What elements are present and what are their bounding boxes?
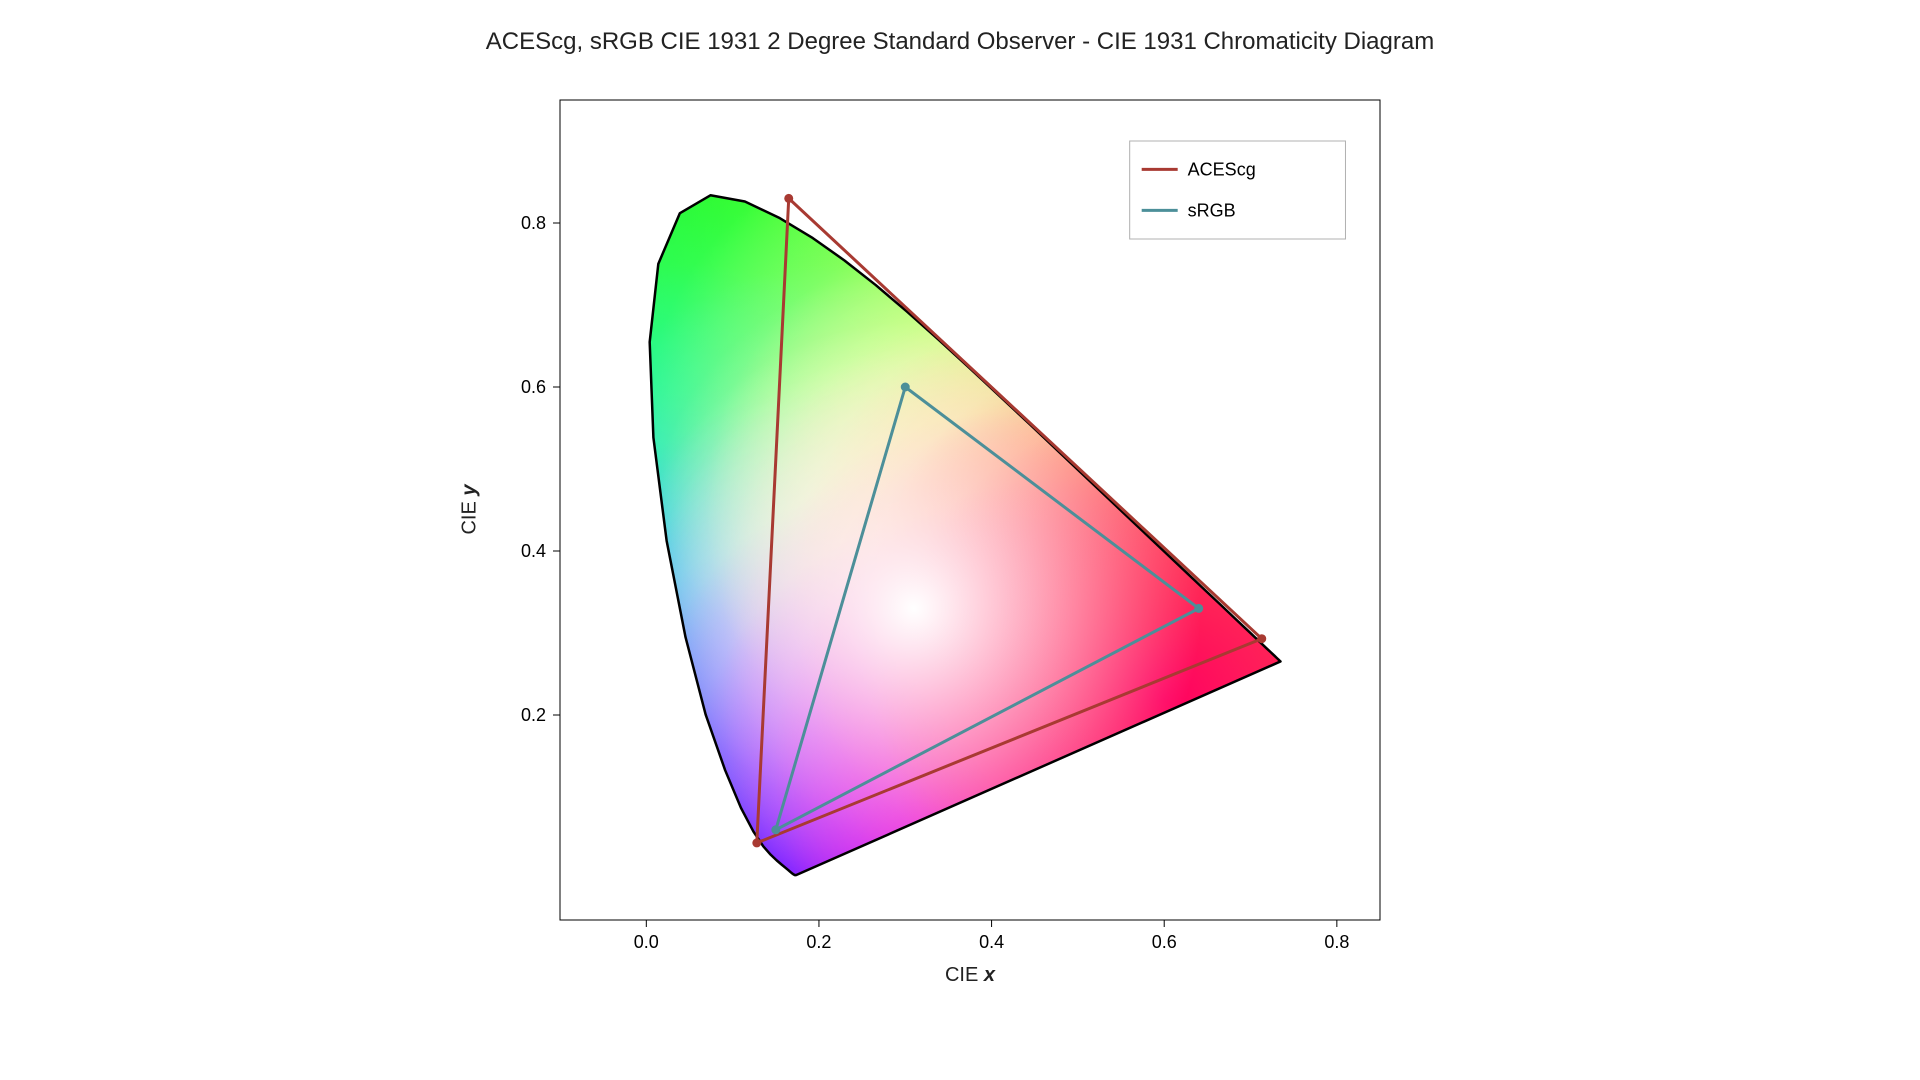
y-axis-label: CIE y [459, 450, 482, 570]
x-tick-label: 0.6 [1152, 932, 1177, 952]
chart-title: ACEScg, sRGB CIE 1931 2 Degree Standard … [0, 28, 1920, 56]
gamut-vertex [785, 194, 793, 202]
x-tick-label: 0.8 [1324, 932, 1349, 952]
x-axis-label: CIE x [560, 964, 1380, 987]
gamut-vertex [753, 839, 761, 847]
legend-label: sRGB [1188, 200, 1236, 220]
x-tick-label: 0.4 [979, 932, 1004, 952]
y-tick-label: 0.4 [521, 541, 546, 561]
gamut-vertex [901, 383, 909, 391]
legend-label: ACEScg [1188, 159, 1256, 179]
chart-container: ACEScg, sRGB CIE 1931 2 Degree Standard … [0, 0, 1920, 1080]
gamut-vertex [772, 826, 780, 834]
chromaticity-plot: 0.0 0.2 0.4 0.6 0.8 0.2 0.4 0.6 0.8 ACEScg sRGB [480, 80, 1400, 990]
y-tick-label: 0.2 [521, 705, 546, 725]
gamut-vertex [1195, 604, 1203, 612]
gamut-vertex [1258, 635, 1266, 643]
y-tick-label: 0.8 [521, 213, 546, 233]
y-tick-label: 0.6 [521, 377, 546, 397]
x-tick-label: 0.2 [806, 932, 831, 952]
plot-wrapper: 0.0 0.2 0.4 0.6 0.8 0.2 0.4 0.6 0.8 ACEScg sRGB [480, 80, 1400, 990]
x-tick-label: 0.0 [634, 932, 659, 952]
legend [1130, 141, 1346, 239]
